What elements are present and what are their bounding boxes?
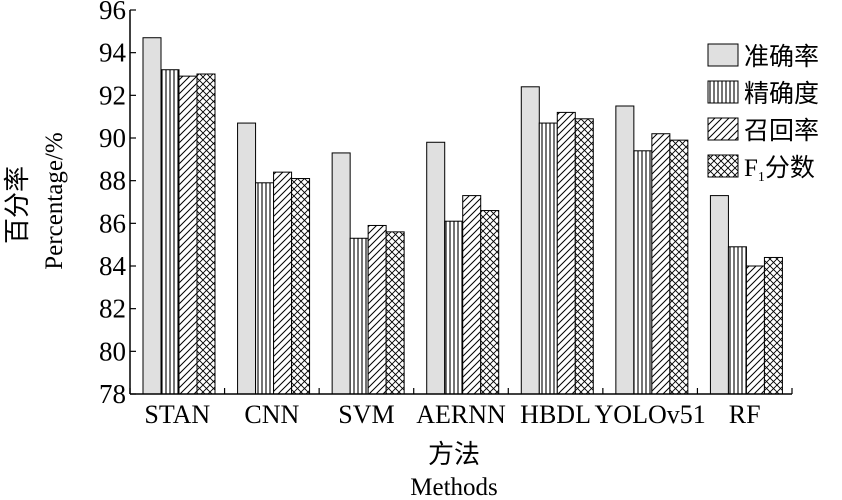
bar-yolov51-series-1	[615, 105, 635, 395]
legend-swatch-1	[707, 43, 739, 67]
x-tick-label-yolov51: YOLOv51	[595, 400, 706, 429]
bar-svm-series-4	[385, 231, 405, 395]
x-axis-title-zh: 方法	[428, 440, 480, 470]
bar-cnn-series-3	[273, 171, 293, 395]
bar-hbdl-series-4	[574, 118, 594, 395]
bar-aernn-series-1	[426, 141, 446, 395]
bar-rf-series-1	[709, 195, 729, 395]
legend-label-2: 精确度	[744, 79, 819, 108]
y-tick-label: 80	[99, 336, 126, 366]
bar-hbdl-series-1	[520, 86, 540, 395]
bar-cnn-series-4	[291, 178, 311, 395]
axis-layer: 78 80 82 84 86 88 90 92 94 96 STAN CNN SVM AERNN HBDL Y…	[99, 0, 793, 429]
x-axis-title-en: Methods	[410, 474, 498, 500]
x-tick-label-stan: STAN	[144, 400, 210, 429]
legend-label-4: F1分数	[744, 153, 815, 185]
x-tick-label-hbdl: HBDL	[520, 400, 591, 429]
y-tick-label: 96	[99, 0, 126, 25]
bar-yolov51-series-2	[633, 150, 653, 395]
bar-stan-series-1	[142, 37, 162, 395]
bar-stan-series-4	[196, 73, 216, 395]
x-tick-label-cnn: CNN	[244, 400, 299, 429]
y-tick-label: 92	[99, 80, 126, 110]
bar-hbdl-series-2	[538, 122, 558, 395]
bar-stan-series-2	[160, 69, 180, 395]
bar-aernn-series-2	[444, 220, 464, 395]
bar-svm-series-2	[349, 237, 369, 395]
bar-cnn-series-2	[255, 182, 275, 395]
bar-rf-series-2	[727, 246, 747, 395]
legend-label-main: 分数	[765, 153, 815, 182]
bar-hbdl-series-3	[556, 111, 576, 395]
bar-yolov51-series-4	[669, 139, 689, 395]
bar-svm-series-3	[367, 224, 387, 395]
bar-yolov51-series-3	[651, 133, 671, 395]
legend-label-subscript: 1	[758, 170, 765, 185]
y-tick-label: 84	[99, 251, 127, 281]
x-tick-label-aernn: AERNN	[416, 400, 506, 429]
x-tick-label-svm: SVM	[338, 400, 394, 429]
legend-label-3: 召回率	[744, 116, 819, 145]
y-tick-label: 94	[99, 38, 127, 68]
y-tick-label: 90	[99, 123, 126, 153]
bar-rf-series-3	[745, 265, 765, 395]
legend-label-prefix: F	[744, 155, 758, 182]
y-tick-label: 88	[99, 166, 126, 196]
legend-label-1: 准确率	[744, 42, 819, 71]
y-tick-label: 78	[99, 379, 126, 409]
y-tick-label: 82	[99, 294, 126, 324]
bar-rf-series-4	[763, 256, 783, 395]
y-axis-title-en: Percentage/%	[41, 132, 68, 269]
legend-swatch-4	[707, 154, 739, 178]
bar-cnn-series-1	[237, 122, 257, 395]
bars-layer	[142, 37, 783, 395]
bar-stan-series-3	[178, 75, 198, 395]
legend-swatch-2	[707, 80, 739, 104]
x-tick-label-rf: RF	[729, 400, 761, 429]
bar-aernn-series-3	[462, 195, 482, 395]
y-tick-label: 86	[99, 208, 126, 238]
bar-svm-series-1	[331, 152, 351, 395]
y-axis-title-zh: 百分率	[3, 166, 33, 244]
bar-aernn-series-4	[480, 210, 500, 395]
legend-swatch-3	[707, 117, 739, 141]
